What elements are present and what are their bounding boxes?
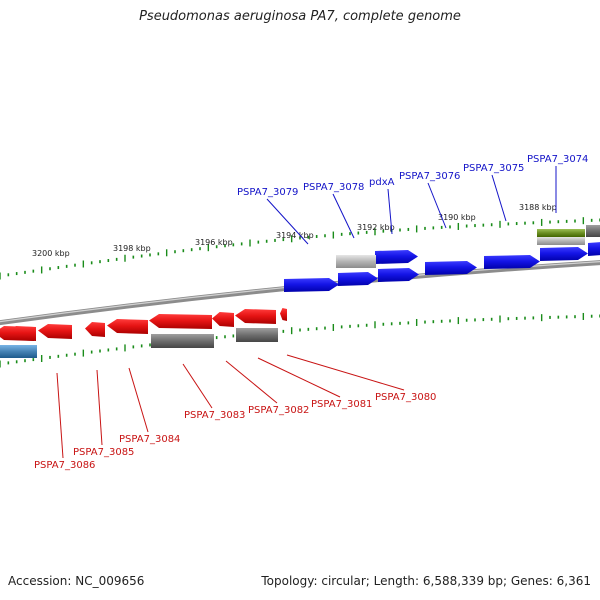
misc-feature[interactable] [586,225,600,237]
reverse-gene-arrow[interactable] [212,312,234,327]
leader-line [225,360,278,404]
leader-line [56,372,64,459]
leader-line [257,357,341,398]
leader-line [182,363,213,409]
ruler-labels: 3200 kbp 3198 kbp 3196 kbp 3194 kbp 3192 kbp… [32,203,557,258]
reverse-gene-arrow[interactable] [107,319,148,334]
ruler-label: 3200 kbp [32,249,70,258]
gene-label[interactable]: pdxA [369,177,395,188]
forward-gene-arrow[interactable] [378,268,419,282]
reverse-gene-arrow[interactable] [85,322,105,337]
reverse-gene-arrow[interactable] [6,326,36,341]
misc-feature[interactable] [336,255,376,268]
gene-label[interactable]: PSPA7_3076 [399,171,460,182]
forward-gene-arrow[interactable] [425,261,477,275]
genome-summary-text: Topology: circular; Length: 6,588,339 bp… [261,574,591,588]
reverse-gene-arrow[interactable] [38,324,72,339]
gene-label[interactable]: PSPA7_3078 [303,182,364,193]
misc-feature[interactable] [0,345,37,358]
gene-label[interactable]: PSPA7_3079 [237,187,298,198]
map-title: Pseudomonas aeruginosa PA7, complete gen… [139,9,461,24]
misc-feature[interactable] [151,334,214,348]
feature-track [0,225,600,358]
ruler-label: 3196 kbp [195,238,233,247]
ruler-label: 3192 kbp [357,223,395,232]
gene-label[interactable]: PSPA7_3074 [527,154,588,165]
forward-gene-arrow[interactable] [588,242,600,256]
leader-line [427,182,447,229]
misc-feature[interactable] [236,328,278,342]
ruler-label: 3198 kbp [113,244,151,253]
gene-label[interactable]: PSPA7_3084 [119,434,180,445]
gene-label[interactable]: PSPA7_3081 [311,399,372,410]
leader-line [491,174,507,222]
forward-gene-arrow[interactable] [375,250,418,264]
gene-label[interactable]: PSPA7_3083 [184,410,245,421]
label-leader-lines [56,166,557,459]
gene-label[interactable]: PSPA7_3082 [248,405,309,416]
gene-label[interactable]: PSPA7_3085 [73,447,134,458]
misc-feature[interactable] [537,237,585,245]
ruler-label: 3188 kbp [519,203,557,212]
reverse-gene-arrow[interactable] [280,308,287,321]
forward-gene-arrow[interactable] [540,247,588,261]
leader-line [96,369,103,446]
forward-gene-arrow[interactable] [338,272,378,286]
leader-line [128,367,149,433]
outer-tick-ring [0,217,600,280]
leader-line [332,193,355,239]
leader-line [387,188,393,235]
leader-line [266,198,309,245]
leader-line [286,354,405,391]
ruler-label: 3190 kbp [438,213,476,222]
misc-feature[interactable] [537,229,585,237]
accession-text: Accession: NC_009656 [8,574,145,588]
gene-label[interactable]: PSPA7_3086 [34,460,95,471]
ruler-label: 3194 kbp [276,231,314,240]
reverse-gene-arrow[interactable] [149,314,212,329]
genome-backbone [0,260,600,326]
gene-labels: PSPA7_3079 PSPA7_3078 pdxAPSPA7_3076PSPA7_… [34,154,588,471]
gene-label[interactable]: PSPA7_3075 [463,163,524,174]
gene-label[interactable]: PSPA7_3080 [375,392,436,403]
forward-gene-arrow[interactable] [484,255,540,269]
reverse-gene-arrow[interactable] [235,309,276,324]
forward-gene-arrow[interactable] [284,278,339,292]
